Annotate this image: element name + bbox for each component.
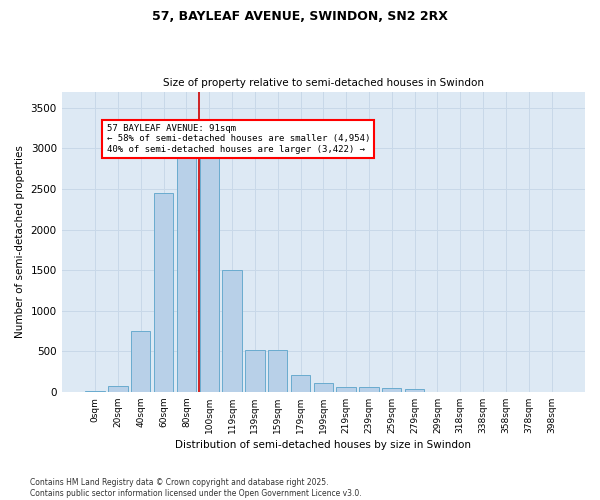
Bar <box>131 331 151 392</box>
Y-axis label: Number of semi-detached properties: Number of semi-detached properties <box>15 145 25 338</box>
Bar <box>268 350 287 392</box>
Text: Contains HM Land Registry data © Crown copyright and database right 2025.
Contai: Contains HM Land Registry data © Crown c… <box>30 478 362 498</box>
Bar <box>314 383 333 392</box>
Bar <box>223 270 242 392</box>
Bar <box>245 350 265 392</box>
Bar <box>177 152 196 392</box>
Bar <box>154 193 173 392</box>
X-axis label: Distribution of semi-detached houses by size in Swindon: Distribution of semi-detached houses by … <box>175 440 472 450</box>
Bar <box>337 387 356 392</box>
Bar <box>200 148 219 392</box>
Bar <box>108 386 128 392</box>
Bar <box>291 375 310 392</box>
Bar <box>382 388 401 392</box>
Title: Size of property relative to semi-detached houses in Swindon: Size of property relative to semi-detach… <box>163 78 484 88</box>
Text: 57, BAYLEAF AVENUE, SWINDON, SN2 2RX: 57, BAYLEAF AVENUE, SWINDON, SN2 2RX <box>152 10 448 23</box>
Text: 57 BAYLEAF AVENUE: 91sqm
← 58% of semi-detached houses are smaller (4,954)
40% o: 57 BAYLEAF AVENUE: 91sqm ← 58% of semi-d… <box>107 124 370 154</box>
Bar <box>359 388 379 392</box>
Bar <box>405 390 424 392</box>
